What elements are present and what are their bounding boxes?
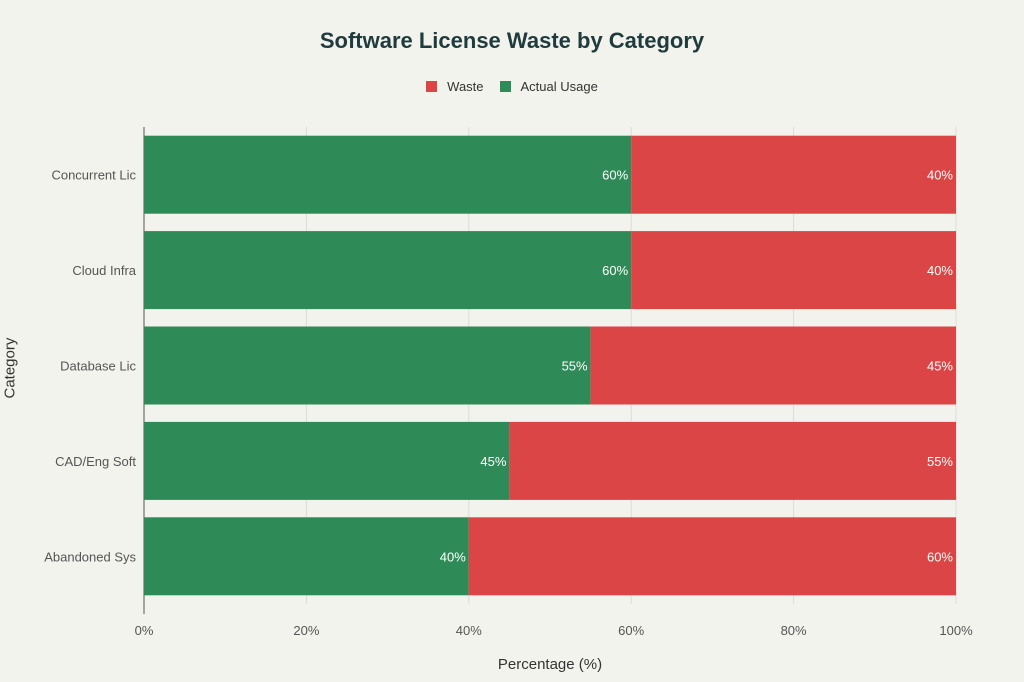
- data-label: 40%: [440, 549, 466, 564]
- bar-waste: [468, 517, 956, 596]
- data-label: 60%: [927, 549, 953, 564]
- y-tick-label: Abandoned Sys: [44, 549, 136, 564]
- bar-waste: [590, 326, 956, 405]
- bar-actual-usage: [144, 517, 469, 596]
- data-label: 45%: [480, 454, 506, 469]
- bar-actual-usage: [144, 421, 510, 500]
- bar-actual-usage: [144, 231, 632, 310]
- legend-item-waste: Waste: [426, 79, 484, 94]
- x-tick-label: 20%: [293, 623, 319, 638]
- legend-swatch-waste: [426, 81, 438, 92]
- x-tick-label: 40%: [456, 623, 482, 638]
- data-label: 55%: [562, 359, 588, 374]
- legend-label-actual-usage: Actual Usage: [520, 79, 598, 94]
- legend-label-waste: Waste: [447, 79, 484, 94]
- data-label: 40%: [927, 168, 953, 183]
- data-label: 55%: [927, 454, 953, 469]
- bar-actual-usage: [144, 135, 632, 214]
- bar-waste: [631, 231, 956, 310]
- legend-swatch-actual-usage: [499, 81, 511, 92]
- x-tick-label: 100%: [939, 623, 973, 638]
- y-tick-label: CAD/Eng Soft: [55, 454, 136, 469]
- bar-actual-usage: [144, 326, 591, 405]
- legend-item-actual-usage: Actual Usage: [499, 79, 598, 94]
- bar-waste: [509, 421, 956, 500]
- legend: Waste Actual Usage: [0, 79, 1024, 94]
- data-label: 40%: [927, 263, 953, 278]
- x-tick-label: 0%: [135, 623, 154, 638]
- x-axis-label: Percentage (%): [497, 656, 603, 673]
- data-label: 60%: [602, 263, 628, 278]
- data-label: 45%: [927, 359, 953, 374]
- y-tick-label: Database Lic: [60, 359, 136, 374]
- x-tick-label: 80%: [781, 623, 807, 638]
- bar-waste: [631, 135, 956, 214]
- x-tick-label: 60%: [618, 623, 644, 638]
- y-tick-label: Cloud Infra: [72, 263, 136, 278]
- y-tick-label: Concurrent Lic: [51, 168, 136, 183]
- chart-title: Software License Waste by Category: [319, 28, 705, 53]
- data-label: 60%: [602, 168, 628, 183]
